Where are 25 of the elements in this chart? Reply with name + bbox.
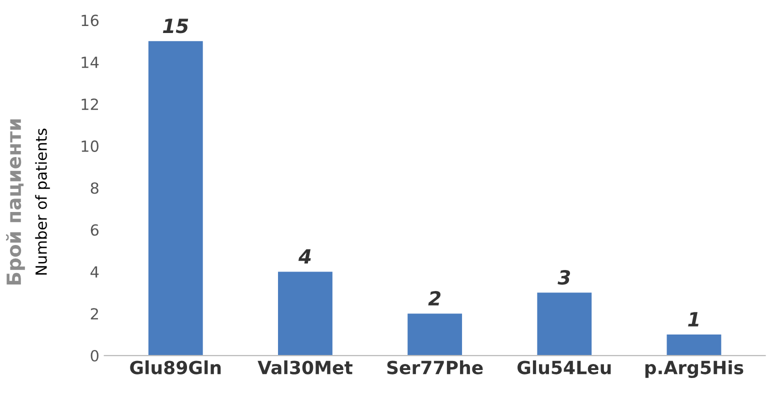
data-label: 2 (428, 290, 440, 306)
y-tick-label: 16 (82, 14, 99, 26)
data-label: 15 (162, 18, 188, 34)
data-label: 4 (298, 249, 311, 264)
x-tick-label: Glu89Gln (130, 360, 221, 374)
bar (408, 314, 462, 356)
x-tick-label: Glu54Leu (518, 360, 611, 374)
x-tick-label: Ser77Phe (387, 360, 483, 374)
y-tick-label: 14 (82, 56, 99, 68)
y-tick-label: 10 (82, 140, 98, 152)
data-label: 1 (688, 312, 698, 326)
bar (537, 292, 592, 356)
y-axis-title: Брой пациенти Number of patients (6, 119, 50, 285)
bar (666, 334, 722, 356)
x-tick-label: p.Arg5His (645, 360, 744, 378)
bar (148, 41, 203, 356)
y-tick-label: 0 (90, 350, 98, 362)
x-tick-label: Val30Met (258, 360, 352, 374)
y-tick-label: 6 (90, 224, 99, 236)
bar (278, 272, 332, 356)
y-tick-label: 4 (90, 266, 99, 278)
y-tick-label: 12 (82, 98, 98, 110)
data-label: 3 (558, 270, 570, 285)
y-tick-label: 8 (90, 182, 98, 194)
y-tick-label: 2 (90, 308, 98, 320)
